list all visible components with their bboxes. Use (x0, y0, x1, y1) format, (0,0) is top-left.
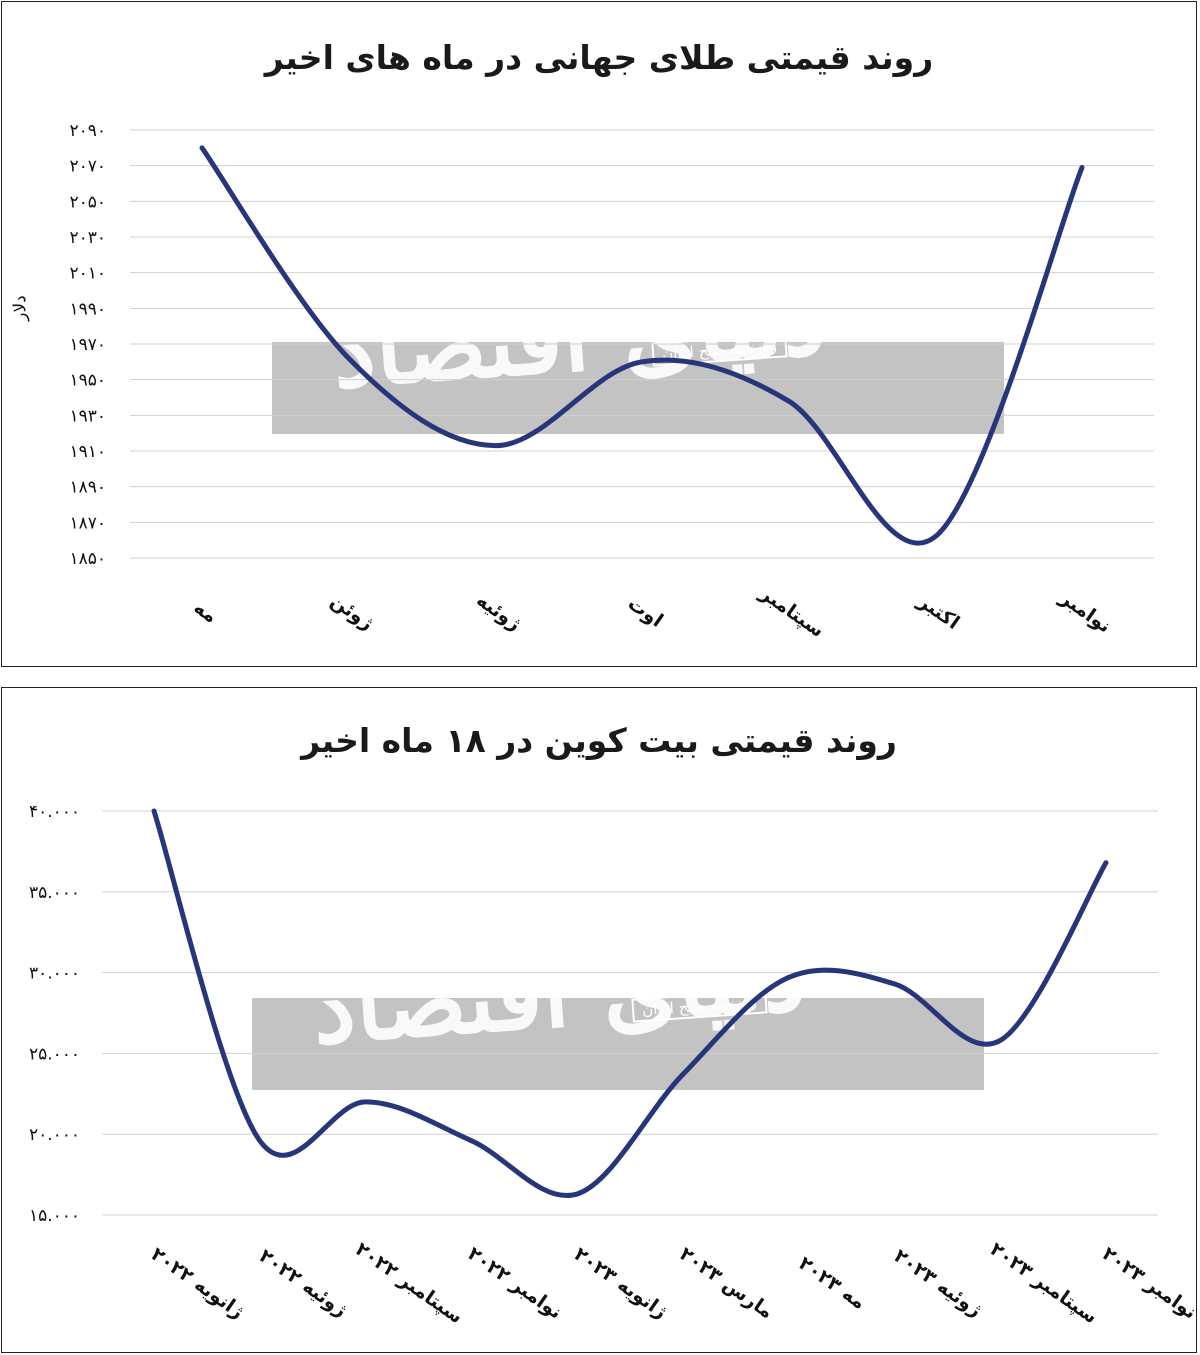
y-tick-label: ۳۵.۰۰۰ (29, 883, 80, 903)
y-tick-label: ۲۵.۰۰۰ (29, 1044, 80, 1064)
x-tick-label: نوامبر ۲۰۲۲ (463, 1243, 566, 1324)
watermark-band (272, 342, 1004, 434)
gold-chart-title: روند قیمتی طلای جهانی در ماه های اخیر (264, 38, 934, 77)
x-tick-label: ژوئن (327, 590, 378, 635)
y-tick-label: ۴۰.۰۰۰ (29, 802, 80, 822)
series-line (199, 145, 1085, 546)
gold-chart-panel: روند قیمتی طلای جهانی در ماه های اخیر دن… (1, 1, 1197, 667)
y-tick-label: ۲۰۳۰ (69, 228, 106, 248)
y-tick-label: ۱۹۷۰ (69, 335, 106, 355)
x-tick-label: ژوئیه (472, 589, 525, 635)
x-tick-label: سپتامبر ۲۰۲۲ (351, 1238, 467, 1328)
y-tick-label: ۲۰.۰۰۰ (29, 1125, 80, 1145)
y-tick-label: ۱۸۵۰ (69, 549, 106, 569)
x-tick-label: مه (190, 596, 222, 627)
x-tick-label: نوامبر ۲۰۲۳ (1098, 1243, 1198, 1324)
gold-line-chart: ۱۸۵۰ ۱۸۷۰ ۱۸۹۰ ۱۹۱۰ ۱۹۳۰ ۱۹۵۰ ۱۹۷۰ ۱۹۹۰ ۲۰۱۰ ۲۰۳۰… (69, 121, 1154, 642)
y-tick-label: ۱۵.۰۰۰ (29, 1206, 80, 1226)
x-tick-label: ژانویه ۲۰۲۲ (147, 1243, 248, 1323)
y-tick-label: ۱۹۹۰ (69, 299, 106, 319)
y-tick-label: ۲۰۱۰ (69, 264, 106, 284)
y-tick-label: ۱۸۷۰ (69, 513, 106, 533)
bitcoin-line-chart: ۱۵.۰۰۰ ۲۰.۰۰۰ ۲۵.۰۰۰ ۳۰.۰۰۰ ۳۵.۰۰۰ ۴۰.۰۰۰ ژانو… (29, 802, 1198, 1328)
watermark-band (252, 998, 984, 1090)
x-tick-label: مارس ۲۰۲۳ (675, 1243, 777, 1324)
bitcoin-chart-panel: روند قیمتی بیت کوین در ۱۸ ماه اخیر دنیای… (1, 687, 1198, 1353)
y-tick-label: ۱۹۵۰ (69, 371, 106, 391)
x-tick-label: اوت (624, 592, 667, 631)
x-tick-label: ژوئیه ۲۰۲۲ (255, 1245, 351, 1322)
y-tick-label: ۲۰۹۰ (69, 121, 106, 141)
x-tick-label: نوامبر (1055, 586, 1115, 637)
y-tick-label: ۱۹۱۰ (69, 442, 106, 462)
x-tick-label: سپتامبر (755, 582, 828, 642)
series-line (151, 808, 1109, 1199)
x-tick-label: ژوئیه ۲۰۲۳ (890, 1245, 986, 1322)
bitcoin-chart-title: روند قیمتی بیت کوین در ۱۸ ماه اخیر (301, 721, 897, 760)
x-tick-label: مه ۲۰۲۳ (795, 1252, 870, 1314)
x-tick-label: اکتبر (913, 590, 963, 634)
y-tick-label: ۱۸۹۰ (69, 478, 106, 498)
x-tick-label: سپتامبر ۲۰۲۳ (986, 1238, 1102, 1328)
x-tick-label: ژانویه ۲۰۲۳ (570, 1243, 671, 1323)
y-tick-label: ۲۰۷۰ (69, 157, 106, 177)
y-tick-label: ۳۰.۰۰۰ (29, 964, 80, 984)
y-tick-label: ۲۰۵۰ (69, 192, 106, 212)
y-tick-label: ۱۹۳۰ (69, 406, 106, 426)
